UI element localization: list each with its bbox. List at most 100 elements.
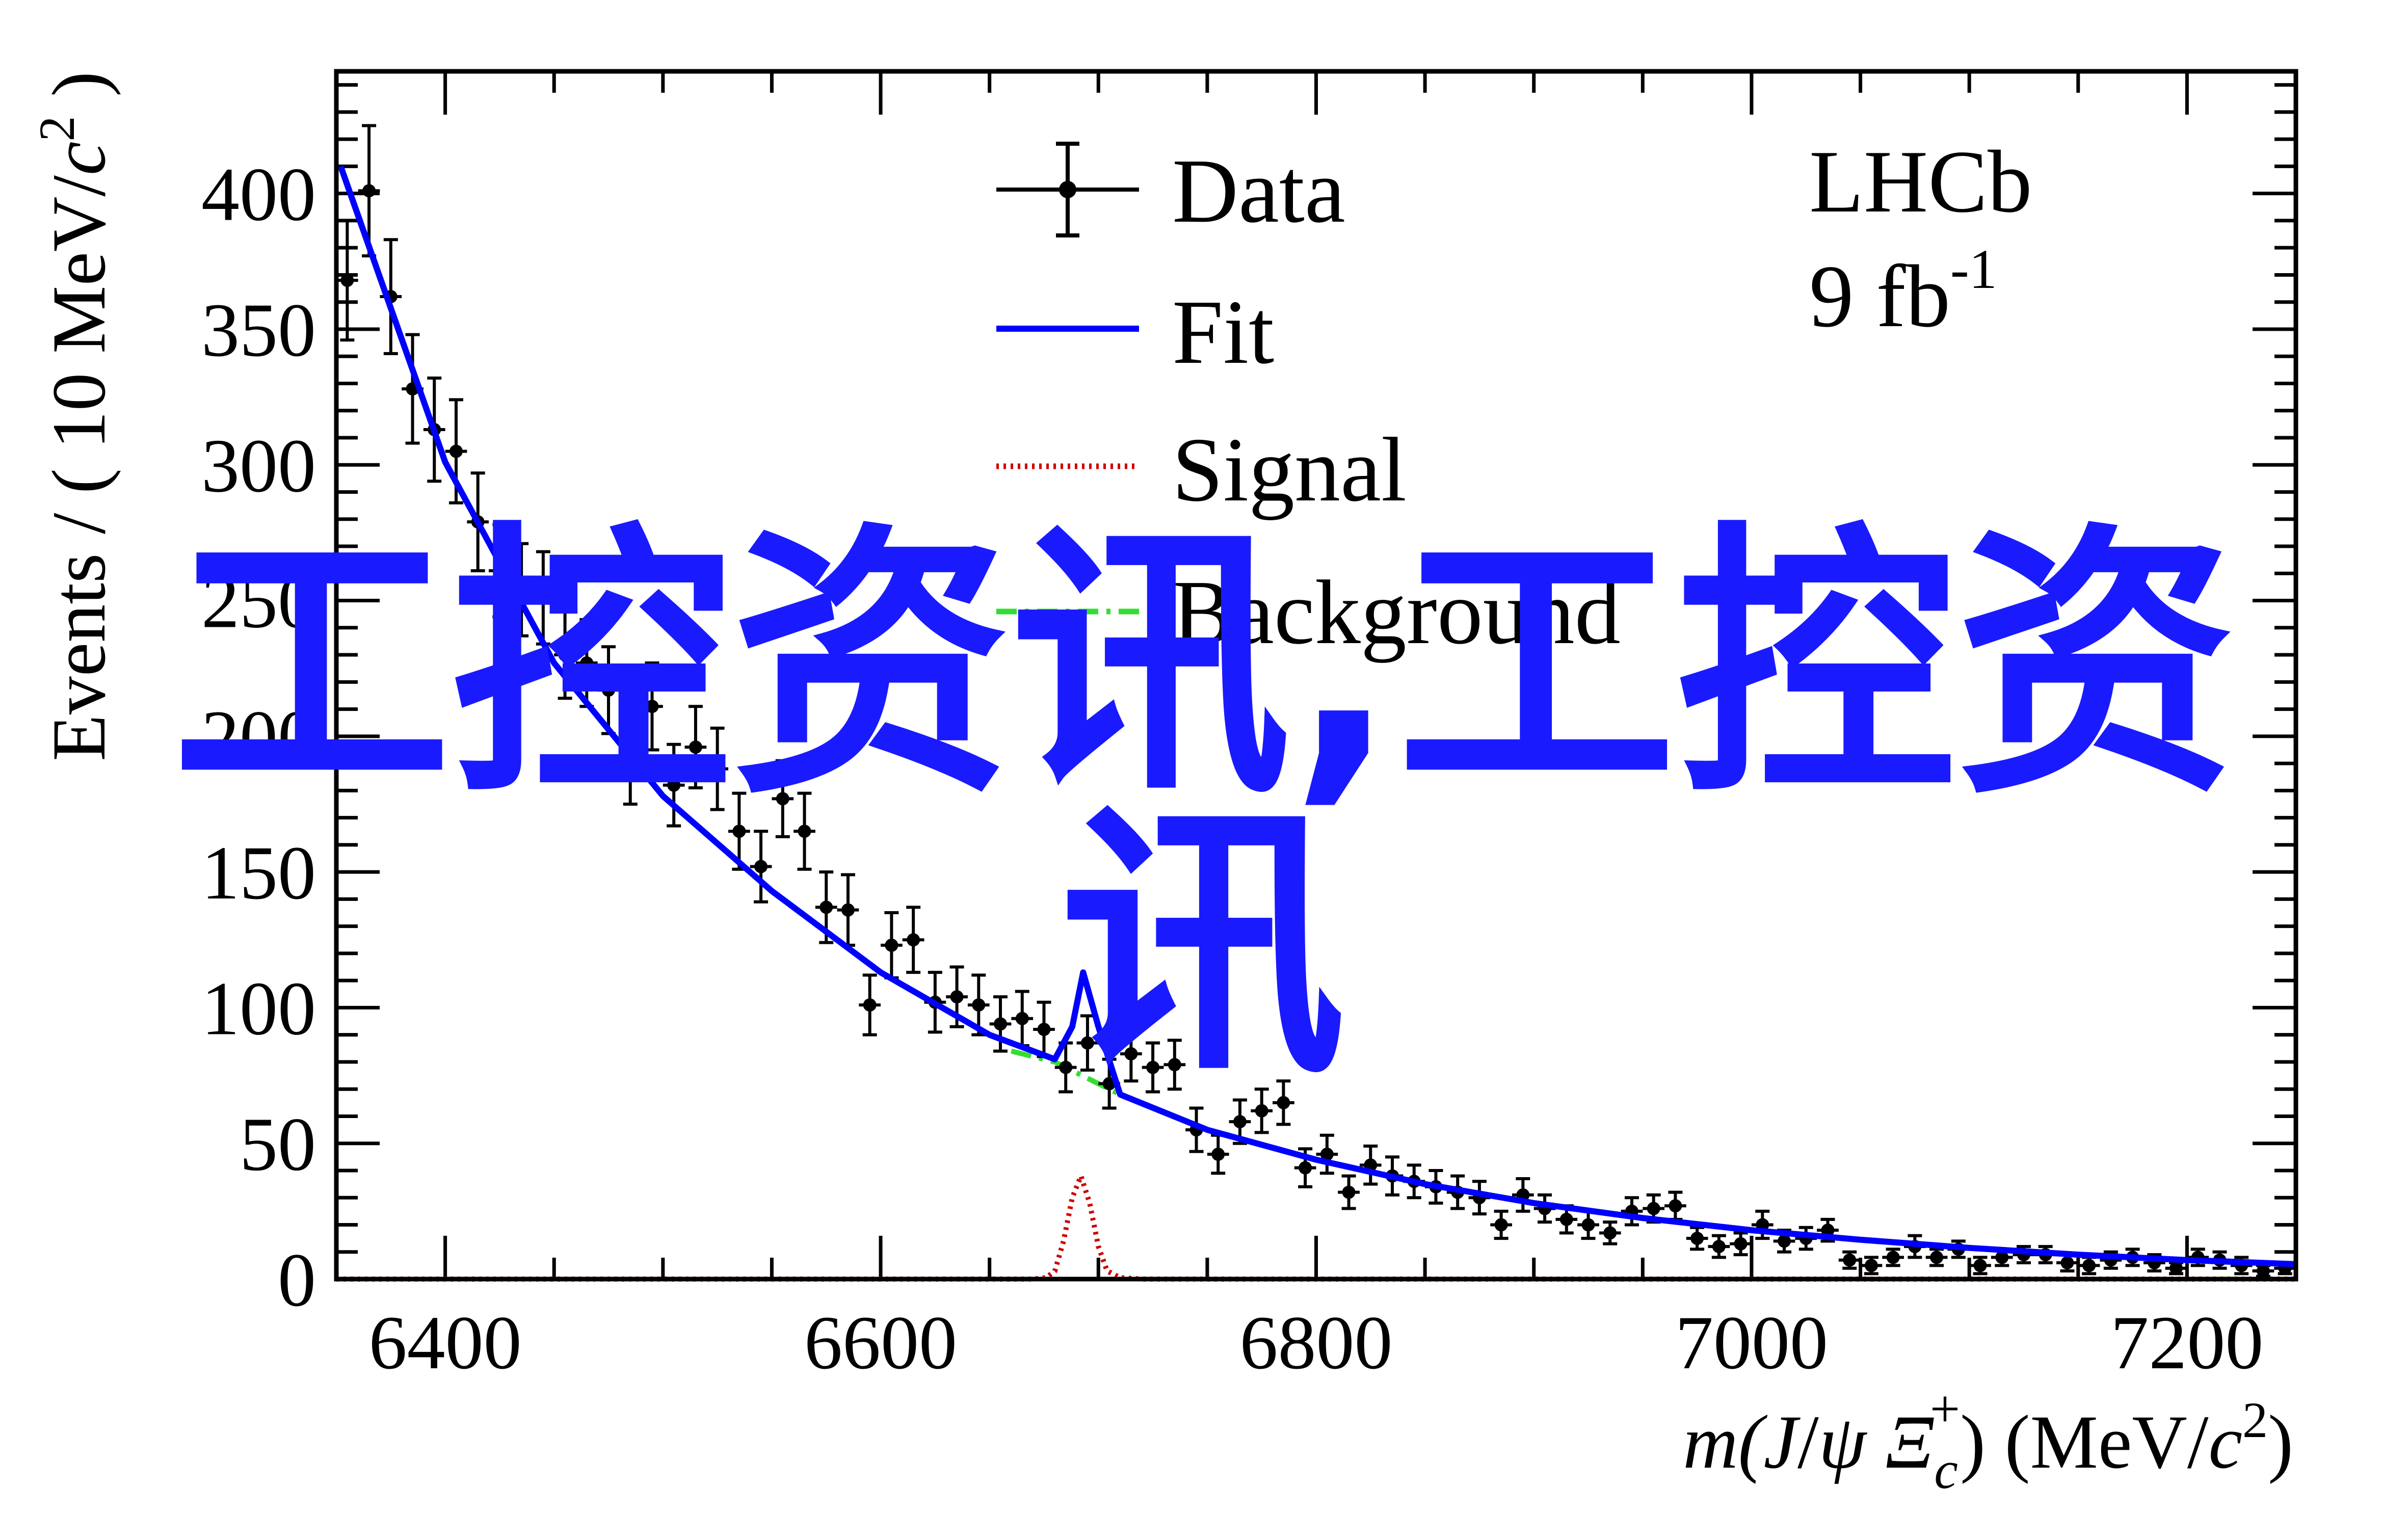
data-point [1316, 1133, 1338, 1175]
data-point-marker [362, 184, 376, 198]
data-point-marker [1277, 1096, 1290, 1109]
data-point-marker [1211, 1148, 1225, 1161]
x-axis-title-units-c: c [2208, 1400, 2242, 1484]
experiment-name: LHCb [1809, 132, 2032, 231]
data-point-marker [885, 938, 898, 952]
legend-label-background: Background [1172, 562, 1621, 663]
data-point-marker [1734, 1237, 1748, 1251]
y-tick-label: 100 [201, 966, 316, 1051]
watermark-line-2: 讯 [1060, 780, 1345, 1112]
x-tick-label: 6400 [369, 1300, 522, 1385]
data-point-marker [2256, 1264, 2270, 1278]
data-point-marker [1778, 1234, 1791, 1248]
x-tick-label: 6600 [804, 1300, 957, 1385]
legend: Data Fit Signal Background [996, 140, 1621, 663]
data-point-marker [645, 700, 659, 713]
x-axis-title-close: ) [2268, 1400, 2293, 1484]
data-point-marker [1299, 1161, 1312, 1175]
data-point [336, 219, 358, 342]
data-point-marker [1168, 1058, 1181, 1072]
data-point [1076, 1014, 1099, 1072]
data-point [1686, 1226, 1708, 1251]
y-axis-title-part-end: ) [37, 71, 121, 116]
watermark-overlay: 工控资讯,工控资 讯 [172, 500, 2236, 1112]
y-axis-title: Events / ( 10 MeV/c2 ) [29, 71, 121, 761]
data-point [1142, 1041, 1164, 1094]
data-point-marker [907, 933, 920, 947]
data-point [793, 791, 815, 871]
data-point [2165, 1261, 2187, 1276]
data-point-marker [1037, 1023, 1051, 1037]
data-point-marker [1603, 1226, 1617, 1240]
data-point [946, 965, 968, 1028]
legend-label-fit: Fit [1172, 281, 1274, 383]
y-tick-label: 50 [240, 1102, 316, 1187]
data-point [684, 705, 707, 790]
data-point [1054, 1041, 1077, 1094]
data-point-marker [340, 274, 354, 287]
x-axis-title-j: J [1763, 1400, 1801, 1484]
y-tick-label: 250 [201, 560, 316, 644]
x-axis-title-slash: / [1797, 1400, 1819, 1484]
data-point-marker [2082, 1259, 2096, 1272]
data-point-marker [1669, 1199, 1682, 1213]
x-axis-title-m: m( [1683, 1400, 1767, 1484]
x-axis-title: m(J/ψ Ξc+) (MeV/c2) [1683, 1379, 2293, 1500]
data-point-marker [819, 900, 833, 914]
y-axis-title-part-sup: 2 [29, 116, 85, 141]
data-point-marker [1559, 1212, 1573, 1226]
x-axis-title-units-sup: 2 [2242, 1392, 2268, 1448]
data-point [859, 973, 881, 1037]
y-tick-label: 150 [201, 831, 316, 915]
data-point-marker [994, 1017, 1008, 1031]
data-point-marker [1124, 1047, 1138, 1060]
data-point-marker [732, 825, 746, 838]
legend-entry-background: Background [996, 562, 1621, 663]
data-point-marker [1886, 1251, 1900, 1264]
experiment-lumi: 9 fb-1 [1809, 238, 1997, 346]
data-point [1664, 1190, 1686, 1221]
data-point [1599, 1220, 1621, 1245]
data-point-marker [1995, 1251, 2009, 1264]
y-tick-label: 400 [201, 152, 316, 237]
data-point-marker [950, 990, 964, 1004]
data-point [641, 661, 663, 752]
data-point-marker [536, 591, 550, 605]
data-point [1860, 1256, 1883, 1276]
y-axis-title-part-a: Events / ( 10 MeV/ [37, 175, 121, 761]
data-point [1120, 1025, 1142, 1083]
data-point-marker [580, 656, 594, 670]
data-point-marker [558, 648, 572, 662]
data-point-marker [1233, 1115, 1247, 1129]
data-point-marker [1973, 1259, 1987, 1272]
x-axis-title-xi: Ξ [1885, 1400, 1934, 1484]
x-axis-title-sub-c: c [1934, 1440, 1958, 1500]
data-point-marker [1647, 1202, 1660, 1215]
data-point-marker [602, 683, 616, 697]
x-tick-label: 7200 [2110, 1300, 2263, 1385]
data-point [663, 742, 685, 828]
experiment-lumi-value: 9 fb [1809, 247, 1950, 346]
data-point [1273, 1079, 1294, 1126]
data-point-marker [710, 762, 724, 776]
data-point [1969, 1256, 1991, 1276]
data-point-marker [1080, 1036, 1094, 1050]
x-tick-labels: 6400 6600 6800 7000 7200 [369, 1300, 2264, 1385]
data-point [358, 124, 380, 258]
data-point-marker [2060, 1256, 2074, 1270]
data-point [750, 830, 772, 904]
data-point-marker [798, 825, 811, 838]
data-point-marker [1059, 1060, 1073, 1074]
legend-entry-fit: Fit [996, 281, 1274, 383]
data-point-marker [2169, 1261, 2183, 1275]
data-point-marker [1146, 1060, 1160, 1074]
data-point-marker [1712, 1240, 1726, 1254]
data-point-marker [1690, 1232, 1704, 1245]
data-point-marker [667, 778, 681, 792]
data-point [1882, 1247, 1904, 1267]
data-point-marker [776, 792, 789, 806]
data-point [772, 759, 794, 838]
x-axis-title-psi: ψ [1819, 1400, 1868, 1484]
data-point-marker [1843, 1253, 1857, 1267]
